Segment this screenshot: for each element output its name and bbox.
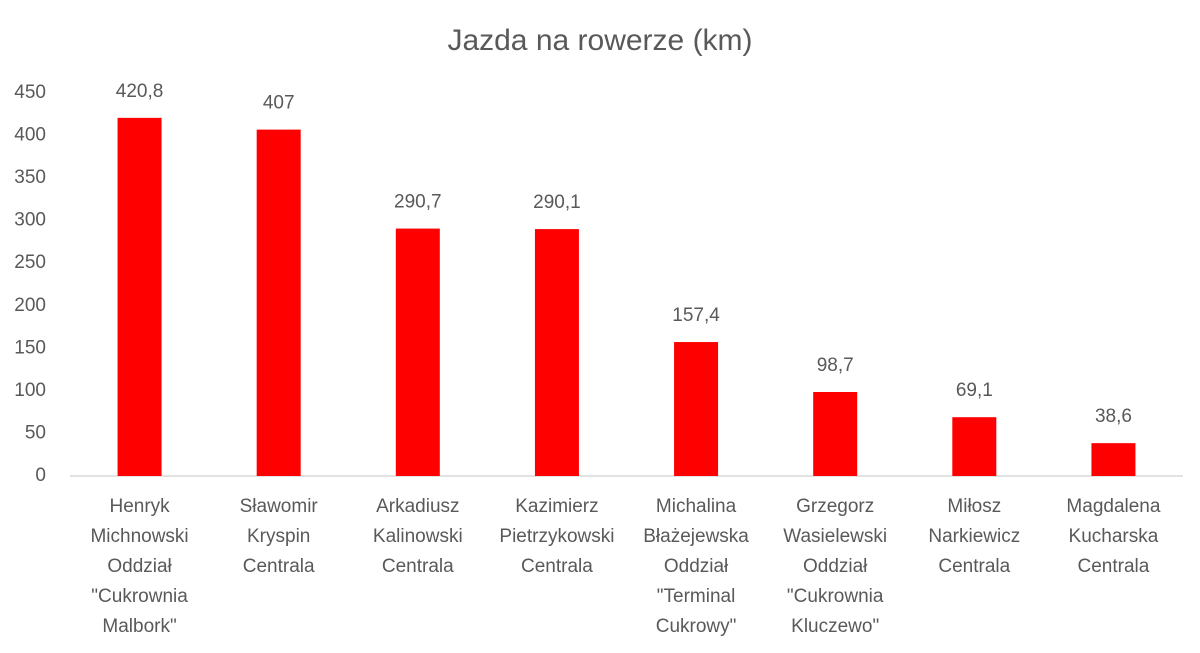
x-tick-label: Centrala <box>1078 556 1150 577</box>
data-label: 407 <box>263 93 295 114</box>
x-tick-label: Oddział <box>664 556 729 577</box>
bar <box>395 228 440 476</box>
x-tick-label: Henryk <box>109 496 170 517</box>
x-tick-label: Narkiewicz <box>928 526 1020 547</box>
x-tick-label: Oddział <box>803 556 868 577</box>
bar <box>534 229 579 476</box>
y-tick-label: 400 <box>14 125 46 146</box>
x-tick-label: Kluczewo" <box>791 616 879 637</box>
x-tick-label: "Cukrownia <box>787 586 884 607</box>
y-tick-label: 0 <box>35 465 46 486</box>
bar <box>1091 443 1136 476</box>
y-tick-label: 250 <box>14 252 46 273</box>
x-tick-label: Michalina <box>656 496 737 517</box>
x-tick-label: Miłosz <box>947 496 1001 517</box>
chart-title: Jazda na rowerze (km) <box>447 24 752 57</box>
data-label: 420,8 <box>116 81 164 102</box>
y-tick-label: 50 <box>25 422 46 443</box>
x-tick-label: Centrala <box>243 556 315 577</box>
x-tick-label: Wasielewski <box>783 526 887 547</box>
x-tick-label: Kryspin <box>247 526 310 547</box>
data-label: 38,6 <box>1095 406 1132 427</box>
bar <box>952 417 997 476</box>
y-tick-label: 300 <box>14 210 46 231</box>
x-tick-label: Pietrzykowski <box>499 526 614 547</box>
bar <box>117 117 162 476</box>
bar <box>256 129 301 476</box>
x-tick-label: Malbork" <box>102 616 176 637</box>
y-tick-label: 100 <box>14 380 46 401</box>
data-label: 98,7 <box>817 355 854 376</box>
bar <box>674 342 719 476</box>
x-tick-label: Cukrowy" <box>656 616 737 637</box>
x-tick-label: Kucharska <box>1069 526 1159 547</box>
x-tick-label: Centrala <box>938 556 1010 577</box>
x-tick-label: Sławomir <box>240 496 319 517</box>
x-tick-label: Centrala <box>521 556 593 577</box>
x-tick-label: Oddział <box>107 556 172 577</box>
x-tick-label: Michnowski <box>90 526 188 547</box>
y-tick-label: 450 <box>14 82 46 103</box>
x-tick-label: "Terminal <box>657 586 736 607</box>
data-label: 157,4 <box>672 305 720 326</box>
x-tick-label: Magdalena <box>1066 496 1160 517</box>
x-tick-label: Centrala <box>382 556 454 577</box>
x-tick-label: Kazimierz <box>515 496 598 517</box>
x-tick-label: Kalinowski <box>373 526 463 547</box>
y-tick-label: 200 <box>14 295 46 316</box>
x-tick-label: Grzegorz <box>796 496 874 517</box>
y-tick-label: 150 <box>14 337 46 358</box>
y-tick-label: 350 <box>14 167 46 188</box>
x-tick-label: "Cukrownia <box>91 586 188 607</box>
x-tick-label: Arkadiusz <box>376 496 459 517</box>
data-label: 290,1 <box>533 192 581 213</box>
bar <box>813 391 858 476</box>
x-tick-label: Błażejewska <box>643 526 749 547</box>
data-label: 69,1 <box>956 380 993 401</box>
data-label: 290,7 <box>394 192 442 213</box>
